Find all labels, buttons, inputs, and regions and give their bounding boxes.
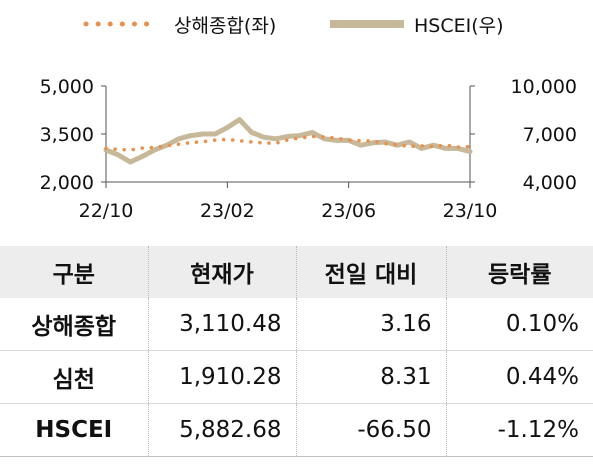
row-price: 3,110.48 [147, 298, 296, 351]
table-row: 상해종합 3,110.48 3.16 0.10% [0, 298, 593, 351]
row-name: 상해종합 [0, 298, 148, 351]
row-change: 3.16 [295, 298, 446, 351]
row-rate: -1.12% [445, 403, 593, 457]
legend-label-hscei: HSCEI(우) [414, 14, 504, 37]
dotted-line-icon [83, 21, 161, 27]
index-table: 구분 현재가 전일 대비 등락률 상해종합 3,110.48 3.16 0.10… [0, 246, 593, 457]
y-right-tick-label: 10,000 [511, 76, 577, 98]
solid-line-icon [330, 20, 404, 28]
legend-label-shanghai: 상해종합(좌) [174, 14, 277, 37]
table-header-row: 구분 현재가 전일 대비 등락률 [0, 246, 593, 298]
row-change: 8.31 [295, 350, 446, 404]
y-left-tick-label: 2,000 [40, 172, 94, 194]
row-rate: 0.44% [445, 350, 593, 404]
header-change: 전일 대비 [295, 246, 446, 298]
x-tick-label: 23/06 [321, 200, 376, 222]
y-right-tick-label: 4,000 [523, 172, 577, 194]
x-tick-label: 23/02 [200, 200, 255, 222]
chart-legend: 상해종합(좌) HSCEI(우) [0, 8, 593, 40]
table-row: HSCEI 5,882.68 -66.50 -1.12% [0, 403, 593, 457]
row-name: HSCEI [0, 403, 148, 457]
y-right-tick-label: 7,000 [523, 124, 577, 146]
row-price: 5,882.68 [147, 403, 296, 457]
series-shanghai-line [104, 134, 472, 152]
y-left-tick-label: 5,000 [40, 76, 94, 98]
header-current-price: 현재가 [147, 246, 296, 298]
x-tick-label: 23/10 [443, 200, 498, 222]
x-tick-label: 22/10 [79, 200, 134, 222]
line-chart: 2,000 3,500 5,000 4,000 7,000 10,000 22/10 23/0… [40, 76, 577, 222]
legend-item-shanghai: 상해종합(좌) [82, 8, 276, 40]
y-left-tick-label: 3,500 [40, 124, 94, 146]
series-hscei-line [103, 117, 473, 165]
legend-item-hscei: HSCEI(우) [328, 8, 504, 40]
row-change: -66.50 [295, 403, 446, 457]
row-price: 1,910.28 [147, 350, 296, 404]
table-row: 심천 1,910.28 8.31 0.44% [0, 350, 593, 404]
header-change-rate: 등락률 [445, 246, 593, 298]
row-rate: 0.10% [445, 298, 593, 351]
row-name: 심천 [0, 350, 148, 404]
header-category: 구분 [0, 246, 148, 298]
